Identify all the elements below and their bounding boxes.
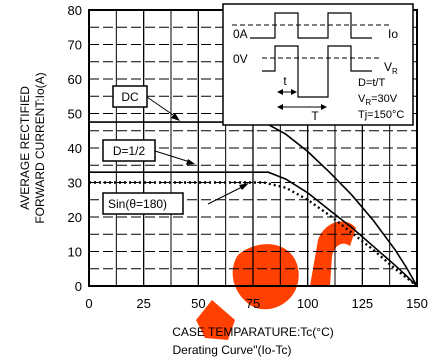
chart-caption: Derating Curve"(Io-Tc): [173, 343, 292, 357]
y-tick-label: 60: [68, 72, 82, 87]
legend-dc: DC: [112, 85, 180, 121]
series-line-sin-180-: [89, 181, 417, 286]
y-tick-label: 0: [75, 279, 82, 294]
series-line-dc: [89, 121, 417, 286]
y-tick-label: 70: [68, 38, 82, 53]
svg-text:t: t: [283, 74, 287, 88]
waveform-inset: 0A 0V Io VR t T D=t/T VR=30V Tj=150°C: [222, 3, 414, 126]
svg-text:VR: VR: [384, 60, 398, 76]
svg-text:0A: 0A: [233, 27, 248, 41]
svg-text:VR=30V: VR=30V: [358, 93, 398, 107]
svg-text:D=t/T: D=t/T: [358, 77, 385, 89]
y-tick-label: 50: [68, 107, 82, 122]
x-tick-label: 25: [136, 296, 150, 311]
x-tick-label: 100: [297, 296, 319, 311]
svg-text:Sin(θ=180): Sin(θ=180): [108, 197, 167, 211]
curves: [89, 121, 417, 286]
y-tick-label: 10: [68, 245, 82, 260]
y-axis-label-line1: AVERAGE RECTIFIED: [18, 86, 32, 210]
series-line-d-1-2: [89, 171, 417, 286]
y-tick-label: 30: [68, 176, 82, 191]
svg-text:D=1/2: D=1/2: [113, 144, 146, 158]
y-tick-label: 40: [68, 141, 82, 156]
svg-text:Io: Io: [388, 27, 398, 41]
x-tick-label: 125: [351, 296, 373, 311]
x-tick-label: 150: [406, 296, 428, 311]
x-axis-label: CASE TEMPARATURE:Tc(°C): [172, 325, 333, 339]
watermark: [196, 221, 356, 340]
x-tick-label: 75: [246, 296, 260, 311]
svg-text:Tj=150°C: Tj=150°C: [358, 109, 404, 121]
x-tick-label: 0: [85, 296, 92, 311]
svg-text:DC: DC: [121, 90, 139, 104]
y-tick-label: 80: [68, 3, 82, 18]
y-tick-label: 20: [68, 210, 82, 225]
svg-text:0V: 0V: [233, 52, 248, 66]
x-tick-label: 50: [191, 296, 205, 311]
y-axis-label-line2: FORWARD CURRENT:Io(A): [33, 72, 47, 223]
legend-half: D=1/2: [102, 139, 195, 165]
svg-text:T: T: [311, 109, 319, 123]
tick-labels: 0 10 20 30 40 50 60 70 80 0 25 50 75 100 125 150: [68, 3, 428, 311]
legend-sin: Sin(θ=180): [102, 183, 249, 215]
